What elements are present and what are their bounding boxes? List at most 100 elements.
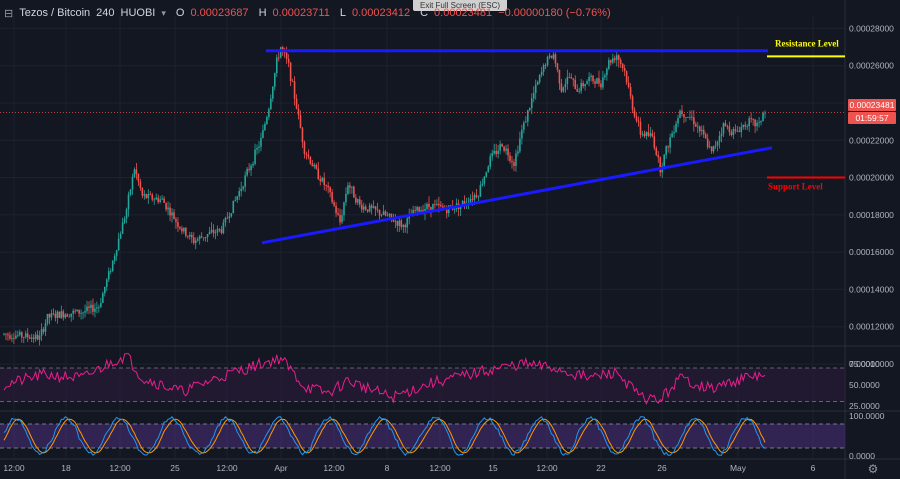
candle-body [608, 60, 610, 69]
candle-body [109, 270, 112, 272]
candle-body [528, 108, 531, 111]
gear-icon[interactable]: ⚙ [867, 462, 879, 476]
candle-body [317, 168, 320, 180]
rsi-axis-label: 75.0000 [849, 359, 880, 369]
current-price-tag: 0.00023481 [848, 99, 896, 111]
candle-body [683, 114, 685, 118]
candle-body [96, 307, 98, 309]
candle-body [7, 334, 9, 336]
candle-body [621, 63, 624, 69]
candle-body [718, 136, 721, 142]
candle-body [24, 333, 27, 338]
interval-label[interactable]: 240 [96, 7, 115, 19]
candle-body [469, 198, 472, 204]
candle-body [491, 153, 494, 157]
candle-body [181, 228, 183, 232]
candle-body [667, 146, 669, 148]
candle-body [258, 146, 260, 148]
candle-body [552, 54, 555, 59]
candle-body [368, 205, 371, 212]
candle-body [376, 209, 379, 211]
candle-body [645, 131, 648, 137]
candle-body [268, 109, 270, 118]
candle-body [414, 210, 416, 211]
candle-body [691, 116, 693, 118]
candle-body [72, 310, 74, 314]
price-axis-label: 0.00010000 [849, 359, 894, 369]
candle-body [86, 306, 88, 312]
candle-body [58, 311, 61, 318]
candle-body [194, 240, 197, 244]
chevron-down-icon[interactable]: ▾ [161, 7, 166, 18]
open-value: 0.00023687 [190, 7, 249, 19]
candle-body [487, 166, 490, 173]
candle-body [260, 137, 262, 147]
candle-body [107, 271, 110, 280]
candle-body [570, 76, 573, 79]
candle-body [236, 196, 239, 200]
candle-body [550, 55, 553, 59]
candle-body [754, 119, 756, 127]
candle-body [98, 307, 100, 308]
candle-body [163, 198, 165, 203]
candle-body [70, 313, 73, 317]
candle-body [226, 218, 229, 219]
candle-body [398, 220, 401, 226]
candle-body [189, 234, 191, 237]
candle-body [246, 168, 248, 176]
candle-body [364, 206, 367, 210]
time-axis-label: 15 [488, 463, 498, 473]
candle-body [562, 87, 565, 92]
candle-body [554, 54, 557, 64]
candle-body [151, 194, 154, 200]
candle-body [633, 109, 636, 117]
candle-body [540, 71, 543, 75]
candle-body [400, 220, 403, 228]
time-axis-label: 12:00 [536, 463, 558, 473]
candle-body [604, 75, 606, 78]
exit-fullscreen-button[interactable]: Exit Full Screen (ESC) [413, 0, 507, 11]
candle-body [90, 304, 92, 308]
candle-body [250, 165, 252, 171]
candle-body [418, 207, 420, 212]
candle-body [613, 58, 616, 60]
candle-body [700, 129, 703, 132]
candle-body [647, 131, 650, 136]
candle-body [125, 209, 128, 219]
time-axis-label: 6 [811, 463, 816, 473]
candle-body [105, 279, 108, 287]
time-axis-label: 25 [170, 463, 180, 473]
candle-body [438, 203, 440, 206]
candle-body [499, 144, 501, 151]
candle-body [115, 250, 118, 257]
time-axis-label: 26 [657, 463, 667, 473]
rsi-axis-label: 50.0000 [849, 380, 880, 390]
candle-body [497, 150, 499, 154]
candle-body [600, 83, 602, 88]
candle-body [639, 121, 642, 135]
candle-body [362, 206, 365, 210]
price-axis-label: 0.00026000 [849, 61, 894, 71]
candle-body [216, 228, 219, 233]
candle-body [88, 306, 90, 308]
price-axis-label: 0.00018000 [849, 210, 894, 220]
candle-body [445, 209, 448, 214]
candle-body [696, 126, 699, 128]
candle-body [716, 141, 719, 146]
candle-body [36, 334, 39, 340]
candle-body [169, 207, 171, 216]
candle-body [206, 234, 209, 238]
time-axis-label: 12:00 [323, 463, 345, 473]
candle-body [576, 89, 579, 92]
candle-body [598, 78, 600, 84]
candle-body [602, 77, 604, 88]
candle-body [50, 313, 53, 318]
time-axis-label: Apr [274, 463, 287, 473]
collapse-icon[interactable]: ⊟ [4, 7, 14, 20]
symbol-name[interactable]: Tezos / Bitcoin [19, 7, 91, 19]
candle-body [270, 98, 272, 110]
candle-body [702, 129, 705, 135]
candle-body [426, 203, 428, 209]
candle-body [190, 234, 193, 238]
